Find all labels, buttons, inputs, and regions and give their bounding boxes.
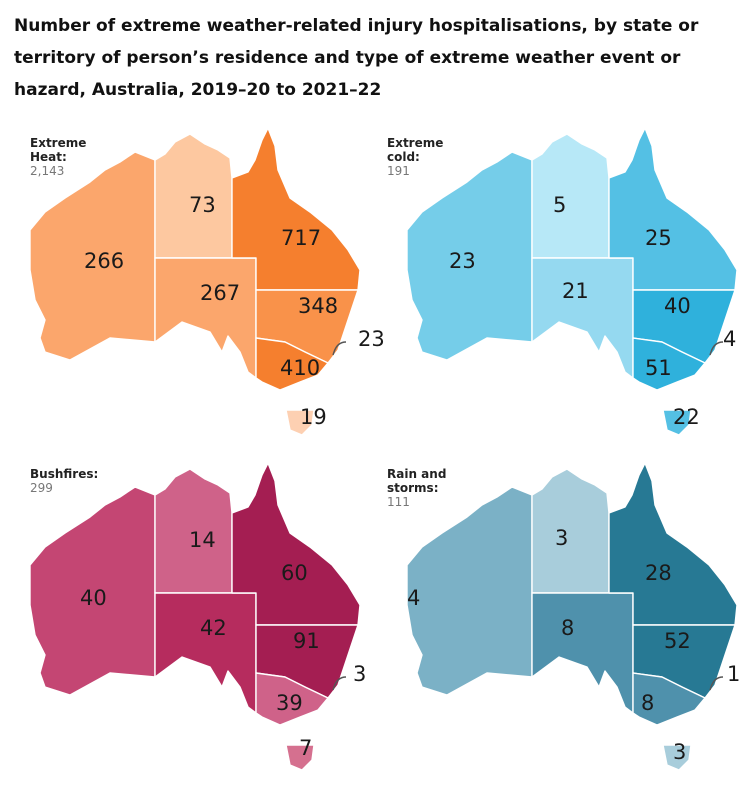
category-label: Bushfires:	[30, 467, 99, 481]
state-region-tas	[662, 744, 692, 771]
value-label-act: 3	[353, 662, 366, 686]
state-region-nt	[531, 133, 610, 259]
act-pointer-arrow	[709, 341, 724, 356]
australia-map: 40 14 42 60 91 3 39 7	[29, 462, 366, 771]
australia-map: 4 3 8 28 52 1 8 3	[406, 462, 740, 771]
value-label-vic: 51	[645, 356, 672, 380]
value-label-nsw: 40	[664, 294, 691, 318]
value-label-act: 4	[723, 327, 736, 351]
australia-map: 23 5 21 25 40 4 51 22	[406, 127, 738, 436]
state-region-wa	[406, 486, 533, 696]
value-label-act: 1	[727, 662, 740, 686]
category-total: 299	[30, 481, 53, 495]
state-region-wa	[29, 486, 156, 696]
state-region-vic	[632, 337, 706, 391]
value-label-vic: 410	[280, 356, 320, 380]
state-region-vic	[255, 337, 329, 391]
value-label-qld: 28	[645, 561, 672, 585]
category-total: 191	[387, 164, 410, 178]
state-region-vic	[632, 672, 706, 726]
value-label-sa: 267	[200, 281, 240, 305]
value-label-tas: 19	[300, 405, 327, 429]
value-label-qld: 60	[281, 561, 308, 585]
state-region-wa	[406, 151, 533, 361]
value-label-nt: 14	[189, 528, 216, 552]
value-label-nsw: 348	[298, 294, 338, 318]
state-region-wa	[29, 151, 156, 361]
state-region-tas	[285, 744, 315, 771]
act-pointer-arrow	[709, 676, 724, 691]
value-label-wa: 40	[80, 586, 107, 610]
panel-extreme-heat: Extreme Heat: 2,143 266 73 267 717 348 23 410 1…	[0, 120, 385, 460]
value-label-wa: 23	[449, 249, 476, 273]
category-label: Rain and storms:	[387, 467, 447, 495]
value-label-act: 23	[358, 327, 385, 351]
state-region-qld	[231, 127, 361, 291]
state-region-sa	[531, 257, 634, 379]
state-region-sa	[531, 592, 634, 714]
state-region-vic	[255, 672, 329, 726]
value-label-qld: 717	[281, 226, 321, 250]
value-label-qld: 25	[645, 226, 672, 250]
value-label-wa: 266	[84, 249, 124, 273]
value-label-tas: 7	[299, 736, 312, 760]
category-label: Extreme cold:	[387, 136, 444, 164]
state-region-qld	[608, 127, 738, 291]
state-region-tas	[662, 409, 692, 436]
panel-extreme-cold: Extreme cold: 191 23 5 21 25 40 4 51 22	[377, 120, 754, 460]
value-label-nt: 5	[553, 193, 566, 217]
value-label-nsw: 91	[293, 629, 320, 653]
value-label-nt: 3	[555, 526, 568, 550]
value-label-sa: 21	[562, 279, 589, 303]
act-pointer-arrow	[332, 676, 347, 691]
act-pointer-arrow	[332, 341, 347, 356]
value-label-nsw: 52	[664, 629, 691, 653]
category-total: 111	[387, 495, 410, 509]
value-label-nt: 73	[189, 193, 216, 217]
panel-bushfires: Bushfires: 299 40 14 42 60 91 3 39 7	[0, 455, 377, 795]
chart-title: Number of extreme weather-related injury…	[14, 16, 699, 100]
value-label-sa: 8	[561, 616, 574, 640]
value-label-wa: 4	[407, 586, 420, 610]
value-label-tas: 22	[673, 405, 700, 429]
panel-rain-and-storms: Rain and storms: 111 4 3 8 28 52 1 8 3	[377, 455, 754, 795]
value-label-tas: 3	[673, 740, 686, 764]
state-region-tas	[285, 409, 315, 436]
category-total: 2,143	[30, 164, 65, 178]
australia-map: 266 73 267 717 348 23 410 19	[29, 127, 385, 436]
value-label-sa: 42	[200, 616, 227, 640]
state-region-nt	[531, 468, 610, 594]
state-region-sa	[154, 592, 257, 714]
state-region-qld	[608, 462, 738, 626]
value-label-vic: 8	[641, 691, 654, 715]
value-label-vic: 39	[276, 691, 303, 715]
state-region-sa	[154, 257, 257, 379]
category-label: Extreme Heat:	[30, 136, 87, 164]
state-region-qld	[231, 462, 361, 626]
